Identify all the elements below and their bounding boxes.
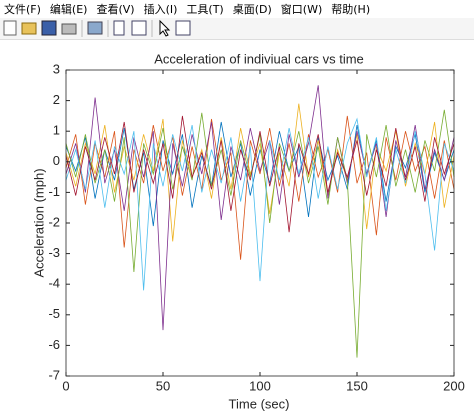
- menu-item[interactable]: 文件(F): [4, 3, 41, 16]
- print-icon[interactable]: [61, 23, 77, 35]
- link-icon[interactable]: [87, 21, 103, 35]
- x-tick-label: 200: [443, 378, 465, 393]
- y-tick-label: -3: [48, 245, 60, 260]
- x-tick-label: 50: [156, 378, 170, 393]
- pointer-icon[interactable]: [159, 19, 171, 37]
- menubar: 文件(F) 编辑(E) 查看(V) 插入(I) 工具(T) 桌面(D) 窗口(W) 帮助(H): [0, 0, 474, 18]
- new-icon[interactable]: [3, 20, 17, 36]
- data-line: [65, 115, 455, 260]
- open-icon[interactable]: [21, 22, 37, 35]
- y-tick-label: -7: [48, 367, 60, 382]
- y-tick-label: -4: [48, 276, 60, 291]
- chart: Acceleration of indiviual cars vs time T…: [0, 40, 474, 413]
- y-tick-label: 1: [53, 123, 60, 138]
- save-icon[interactable]: [41, 20, 57, 36]
- y-tick-label: -2: [48, 214, 60, 229]
- y-tick-label: -1: [48, 184, 60, 199]
- x-axis-label: Time (sec): [229, 396, 290, 411]
- menu-item[interactable]: 窗口(W): [280, 3, 323, 16]
- y-tick-label: 3: [53, 61, 60, 76]
- menu-item[interactable]: 帮助(H): [331, 3, 371, 16]
- x-tick-label: 0: [62, 378, 69, 393]
- x-tick-label: 150: [346, 378, 368, 393]
- data-line: [65, 117, 455, 291]
- data-line: [65, 115, 455, 233]
- y-tick-label: -5: [48, 306, 60, 321]
- x-tick-label: 100: [249, 378, 271, 393]
- chart-title: Acceleration of indiviual cars vs time: [154, 51, 364, 66]
- menu-item[interactable]: 桌面(D): [232, 3, 272, 16]
- menu-item[interactable]: 工具(T): [186, 3, 224, 16]
- y-tick-label: 0: [53, 153, 60, 168]
- menu-item[interactable]: 编辑(E): [49, 3, 88, 16]
- y-tick-label: 2: [53, 92, 60, 107]
- y-tick-label: -6: [48, 337, 60, 352]
- colorbar-icon[interactable]: [113, 20, 125, 36]
- legend-icon[interactable]: [131, 20, 147, 36]
- data-line: [65, 109, 455, 358]
- y-axis-label: Acceleration (mph): [31, 168, 46, 277]
- menu-item[interactable]: 查看(V): [96, 3, 135, 16]
- toolbar: [0, 18, 474, 40]
- property-icon[interactable]: [175, 20, 191, 36]
- figure-background: [0, 40, 474, 413]
- menu-item[interactable]: 插入(I): [143, 3, 178, 16]
